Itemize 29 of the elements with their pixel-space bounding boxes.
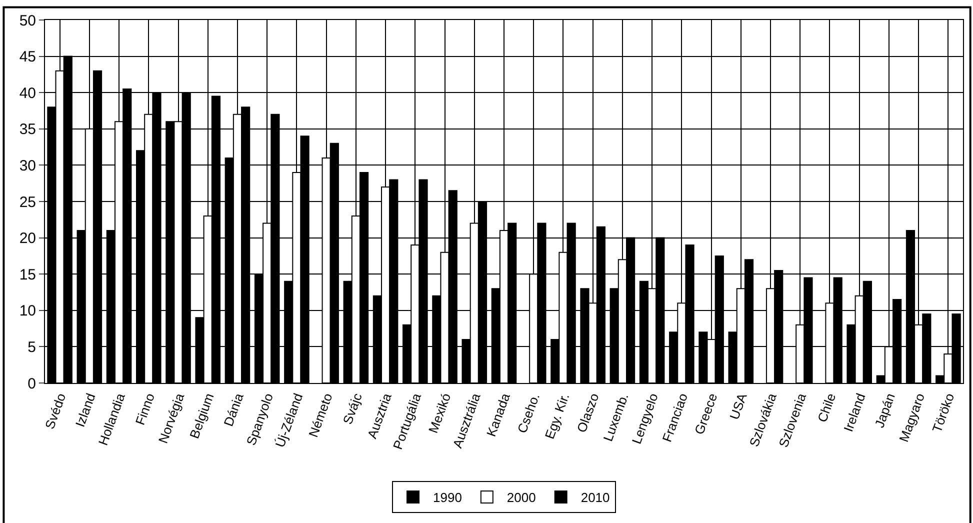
- legend-label: 2000: [506, 490, 536, 506]
- x-tick-label: Mexikó: [426, 391, 454, 436]
- y-tick-label: 45: [19, 48, 36, 66]
- x-tick-label: Ireland: [840, 391, 868, 434]
- y-tick-label: 5: [28, 338, 36, 356]
- x-tick-label: Egy. Kir.: [542, 391, 572, 441]
- y-tick-label: 15: [19, 266, 36, 284]
- x-tick-label: Cseho.: [514, 391, 543, 436]
- x-tick-label: Chile: [814, 391, 839, 424]
- y-tick-label: 30: [19, 157, 36, 174]
- y-tick-label: 40: [19, 84, 36, 102]
- y-tick-label: 35: [19, 121, 36, 138]
- legend-label: 1990: [433, 490, 462, 506]
- y-tick-label: 50: [19, 12, 36, 30]
- x-tick-label: Svájc: [340, 390, 366, 426]
- x-tick-label: Japán: [872, 391, 898, 430]
- y-tick-label: 0: [28, 375, 36, 392]
- x-tick-label: USA: [726, 390, 750, 422]
- y-tick-label: 20: [19, 230, 36, 248]
- x-tick-label: Izland: [72, 391, 98, 429]
- x-tick-label: Greece: [692, 391, 720, 436]
- legend-label: 2010: [580, 490, 610, 506]
- x-tick-label: Finno: [132, 391, 158, 427]
- x-tick-label: Svédo: [42, 391, 69, 431]
- x-tick-label: Olaszo: [574, 391, 602, 434]
- x-tick-label: Töröko: [929, 391, 958, 434]
- y-tick-label: 10: [19, 302, 36, 320]
- x-tick-label: Dánia: [220, 390, 247, 428]
- y-tick-label: 25: [19, 194, 36, 211]
